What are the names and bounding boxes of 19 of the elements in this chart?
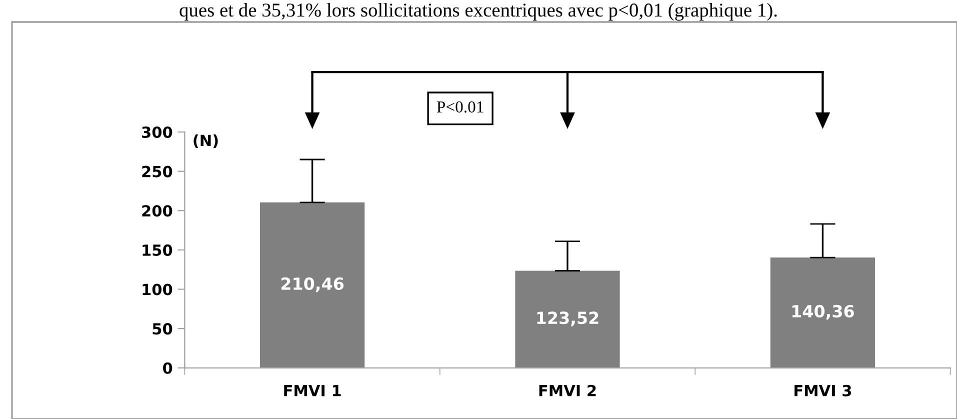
x-tick-label: FMVI 2 <box>539 384 596 396</box>
y-axis-title: (N) <box>194 134 218 148</box>
y-tick-label: 300 <box>142 126 172 138</box>
bar <box>770 258 876 368</box>
x-tick-label: FMVI 3 <box>794 384 852 396</box>
y-tick-label: 200 <box>142 205 172 217</box>
y-tick-label: 100 <box>142 284 172 296</box>
data-label: 123,52 <box>537 312 598 326</box>
data-label: 140,36 <box>792 304 854 320</box>
y-tick-label: 0 <box>162 362 172 374</box>
bar <box>515 270 620 368</box>
data-label: 210,46 <box>281 277 344 292</box>
y-tick-label: 250 <box>142 166 172 178</box>
y-tick-label: 150 <box>142 244 172 256</box>
text: P<0.01 <box>436 101 484 113</box>
y-tick-label: 50 <box>152 323 172 335</box>
bar <box>260 202 365 368</box>
x-tick-label: FMVI 1 <box>284 385 341 396</box>
text: ques et de 35,31% lors sollicitations excentriques avec p<0,01 (graphique 1). <box>180 3 777 21</box>
